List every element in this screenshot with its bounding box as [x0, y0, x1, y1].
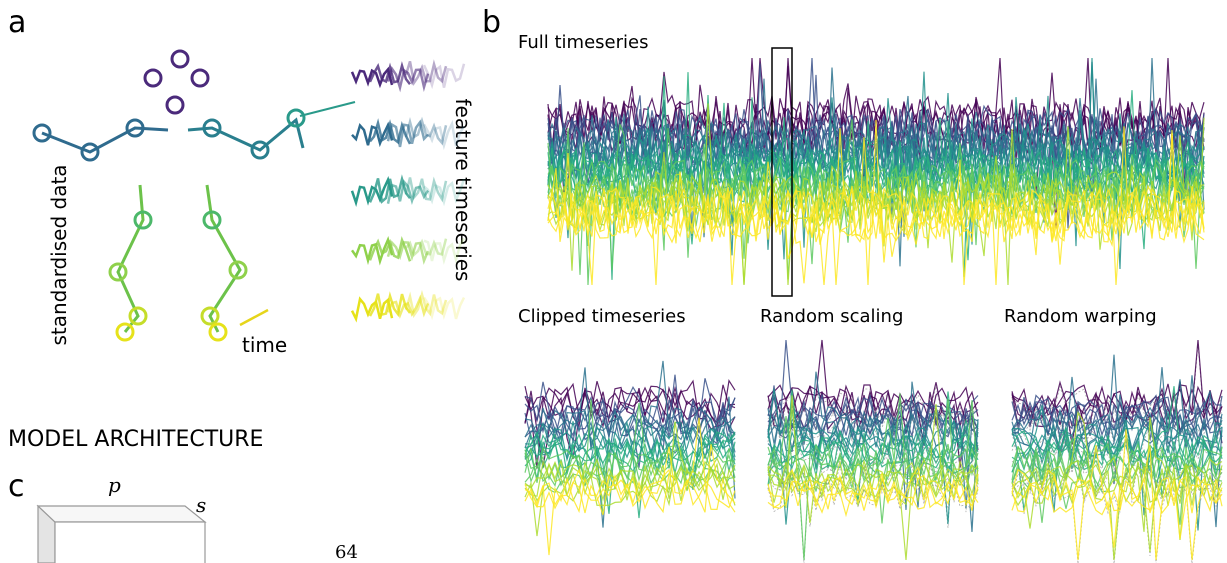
series-line	[524, 433, 736, 519]
series-line	[350, 66, 394, 89]
timeseries-plot	[767, 339, 979, 563]
series-line	[1011, 433, 1223, 563]
dimension-label: s	[196, 493, 206, 517]
series-line	[1011, 410, 1223, 532]
series-line	[524, 385, 736, 428]
series-line	[423, 237, 466, 265]
series-line	[767, 471, 979, 511]
series-line	[386, 240, 430, 265]
series-line	[350, 176, 394, 207]
series-line	[767, 393, 979, 449]
series-line	[1011, 386, 1223, 471]
series-line	[767, 424, 979, 525]
illustration-a	[32, 49, 356, 342]
axis-label: feature timeseries	[451, 99, 475, 282]
series-line	[386, 119, 429, 148]
plot-title: Random scaling	[760, 306, 903, 327]
series-line	[1011, 429, 1223, 561]
series-line	[404, 176, 448, 203]
series-line	[547, 57, 1205, 260]
series-line	[524, 360, 736, 499]
series-line	[1011, 463, 1223, 541]
series-line	[547, 95, 1205, 228]
series-line	[524, 466, 736, 507]
series-line	[423, 178, 466, 207]
series-line	[351, 121, 394, 148]
series-line	[1011, 375, 1223, 528]
timeseries-plot	[1011, 339, 1223, 563]
series-line	[1011, 474, 1223, 548]
series-line	[1011, 410, 1223, 452]
plot-title: Clipped timeseries	[518, 306, 686, 327]
series-line	[767, 339, 979, 451]
series-line	[386, 65, 430, 93]
series-line	[524, 421, 736, 497]
series-line	[422, 119, 466, 151]
axis-label: time	[242, 333, 287, 357]
series-line	[767, 470, 979, 513]
tensor-box	[36, 504, 207, 563]
timeseries-plot	[547, 57, 1205, 286]
series-line	[1011, 403, 1223, 441]
series-line	[524, 444, 736, 487]
series-line	[524, 417, 736, 510]
series-line	[767, 395, 979, 508]
clip-window	[771, 47, 793, 297]
series-line	[547, 141, 1205, 245]
series-line	[386, 294, 430, 319]
dimension-label: p	[108, 473, 121, 497]
series-line	[1011, 465, 1223, 507]
series-line	[547, 126, 1205, 286]
series-line	[547, 123, 1205, 280]
panel-label: b	[482, 5, 501, 40]
panel-label: c	[8, 469, 25, 504]
series-line	[350, 296, 394, 323]
series-line	[386, 179, 430, 205]
series-line	[767, 391, 979, 470]
series-line	[547, 128, 1205, 286]
series-line	[767, 409, 979, 524]
axis-label: standardised data	[47, 164, 71, 345]
series-line	[404, 289, 448, 319]
series-line	[422, 296, 466, 321]
series-line	[350, 235, 394, 266]
series-line	[422, 63, 466, 90]
series-line	[368, 291, 412, 318]
timeseries-plot	[524, 360, 736, 556]
series-line	[547, 168, 1205, 260]
series-line	[1011, 459, 1223, 561]
dimension-label: 64	[335, 542, 358, 563]
series-line	[524, 444, 736, 515]
series-line	[404, 116, 448, 146]
series-line	[524, 390, 736, 468]
series-line	[524, 438, 736, 480]
series-line	[404, 59, 448, 87]
panel-label: a	[8, 5, 26, 40]
series-line	[767, 476, 979, 518]
section-title: MODEL ARCHITECTURE	[8, 427, 263, 452]
series-line	[767, 430, 979, 502]
series-line	[547, 119, 1205, 286]
feature-timeseries	[350, 59, 466, 323]
plot-title: Random warping	[1004, 306, 1157, 327]
plot-title: Full timeseries	[518, 32, 648, 53]
series-line	[547, 117, 1205, 286]
series-line	[1011, 414, 1223, 455]
series-line	[405, 238, 448, 258]
